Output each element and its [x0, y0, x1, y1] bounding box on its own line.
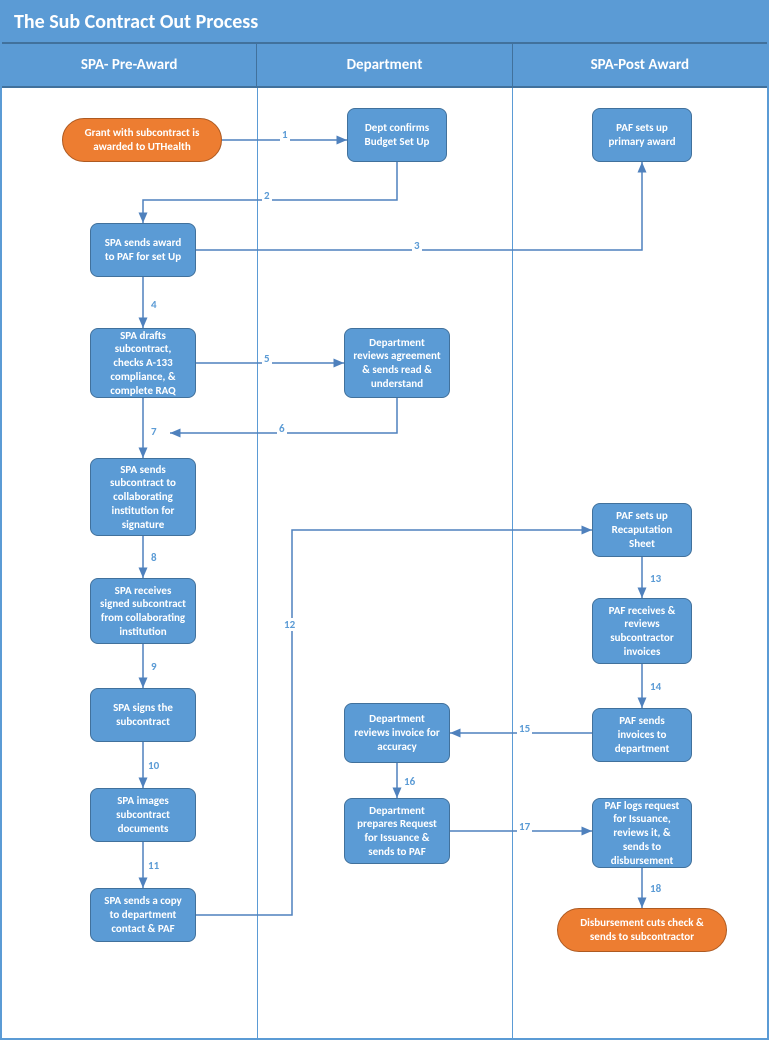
lane-divider [257, 88, 258, 1038]
node-spa7: SPA sends a copy to department contact &… [90, 888, 196, 942]
node-paf3: PAF receives & reviews subcontractor inv… [592, 598, 692, 664]
edge-label: 2 [262, 189, 272, 202]
diagram-content: 123456789101112131415161718Grant with su… [2, 88, 767, 1038]
node-dept2: Department reviews agreement & sends rea… [344, 328, 450, 398]
edge-label: 9 [149, 660, 159, 673]
edge-label: 5 [262, 352, 272, 365]
edge-label: 7 [149, 425, 159, 438]
edge-label: 10 [146, 759, 161, 772]
edge-label: 1 [280, 128, 290, 141]
node-dept4: Department prepares Request for Issuance… [344, 798, 450, 864]
edge-label: 14 [648, 680, 663, 693]
lanes-header: SPA- Pre-Award Department SPA-Post Award [2, 44, 767, 88]
lane-header-pre-award: SPA- Pre-Award [2, 44, 257, 86]
edge-label: 13 [648, 572, 663, 585]
diagram-container: The Sub Contract Out Process SPA- Pre-Aw… [0, 0, 769, 1040]
node-spa6: SPA images subcontract documents [90, 788, 196, 842]
node-paf5: PAF logs request for Issuance, reviews i… [592, 798, 692, 868]
edge-label: 12 [282, 618, 297, 631]
edge-label: 8 [149, 551, 159, 564]
edge-label: 6 [277, 422, 287, 435]
node-dept3: Department reviews invoice for accuracy [344, 703, 450, 763]
node-spa4: SPA receives signed subcontract from col… [90, 578, 196, 644]
edge-label: 11 [146, 859, 161, 872]
node-spa2: SPA drafts subcontract, checks A-133 com… [90, 328, 196, 398]
node-end: Disbursement cuts check & sends to subco… [557, 908, 727, 952]
edge-label: 3 [412, 239, 422, 252]
lane-divider [512, 88, 513, 1038]
lane-header-department: Department [257, 44, 512, 86]
lane-header-post-award: SPA-Post Award [513, 44, 767, 86]
node-dept1: Dept confirms Budget Set Up [347, 108, 447, 162]
node-paf4: PAF sends invoices to department [592, 708, 692, 762]
edge-label: 4 [149, 298, 159, 311]
edge [196, 162, 642, 250]
edge-label: 15 [517, 722, 532, 735]
node-spa3: SPA sends subcontract to collaborating i… [90, 458, 196, 536]
node-paf1: PAF sets up primary award [592, 108, 692, 162]
node-spa1: SPA sends award to PAF for set Up [90, 223, 196, 277]
diagram-title: The Sub Contract Out Process [2, 2, 767, 44]
node-spa5: SPA signs the subcontract [90, 688, 196, 742]
edge-label: 16 [402, 775, 417, 788]
node-paf2: PAF sets up Recaputation Sheet [592, 503, 692, 557]
edge-label: 17 [517, 820, 532, 833]
edge-label: 18 [648, 882, 663, 895]
node-start: Grant with subcontract is awarded to UTH… [62, 118, 222, 162]
